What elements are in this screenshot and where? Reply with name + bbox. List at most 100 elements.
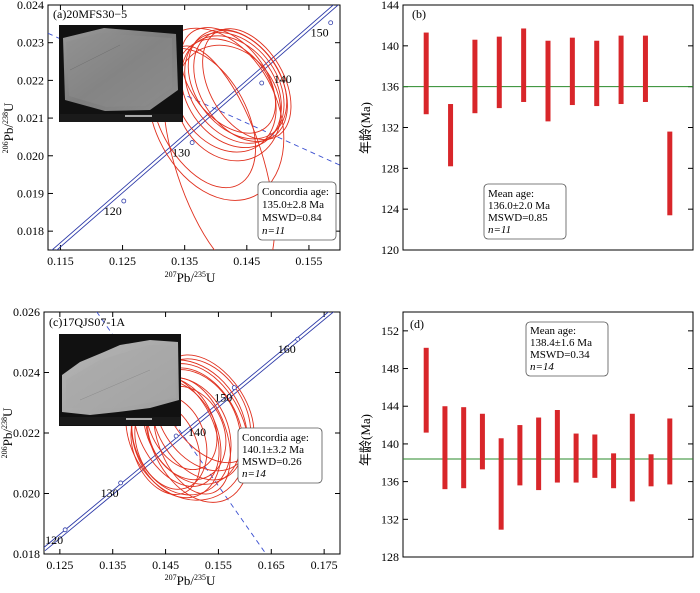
- x-tick-label: 0.125: [46, 558, 73, 572]
- panel-d-label: (d): [410, 317, 424, 331]
- error-ellipse: [184, 32, 285, 144]
- panel-c-annotation-line: MSWD=0.26: [242, 456, 302, 468]
- y-tick-label: 140: [381, 437, 399, 451]
- age-error-bar: [592, 434, 598, 478]
- age-marker: [259, 80, 265, 86]
- y-tick-label: 0.024: [17, 0, 44, 12]
- x-tick-label: 0.135: [99, 558, 126, 572]
- age-error-bar: [629, 413, 635, 502]
- age-error-bar: [611, 453, 617, 489]
- y-tick-label: 152: [381, 324, 399, 338]
- age-marker: [118, 480, 124, 486]
- panel-a-annotation-box: Concordia age: 135.0±2.8 Ma MSWD=0.84 n=…: [257, 181, 337, 241]
- age-error-bar: [545, 40, 551, 122]
- panel-c-annotation-line: 140.1±3.2 Ma: [242, 444, 304, 456]
- x-tick-label: 0.145: [152, 558, 179, 572]
- panel-d-annotation-box: Mean age: 138.4±1.6 Ma MSWD=0.34 n=14: [525, 321, 609, 377]
- xlabel-part: U: [206, 270, 216, 285]
- age-marker: [189, 140, 195, 145]
- x-tick-label: 0.115: [47, 254, 74, 268]
- error-ellipse: [193, 30, 288, 142]
- x-tick-label: 0.155: [205, 558, 232, 572]
- age-error-bar: [442, 406, 448, 490]
- panel-b-annotation-line: MSWD=0.85: [488, 212, 548, 224]
- age-error-bar: [642, 35, 648, 102]
- y-tick-label: 120: [381, 243, 399, 257]
- ylabel-sup: 206: [0, 446, 9, 458]
- age-marker: [173, 433, 179, 439]
- y-tick-label: 148: [381, 362, 399, 376]
- y-tick-label: 0.026: [13, 305, 40, 319]
- y-tick-label: 132: [381, 512, 399, 526]
- age-error-bar: [521, 28, 527, 102]
- clipped-plot: 120 130 140 150: [48, 5, 340, 250]
- y-tick-label: 0.020: [13, 487, 40, 501]
- age-error-bar: [517, 425, 523, 486]
- panel-c-xlabel: 207Pb/235U: [165, 573, 216, 588]
- age-error-bar: [496, 36, 502, 109]
- y-tick-label: 0.020: [17, 149, 44, 163]
- error-ellipse: [202, 28, 292, 141]
- ylabel-sup: 238: [1, 112, 10, 124]
- panel-d-annotation-line: 138.4±1.6 Ma: [530, 337, 592, 349]
- panel-d-annotation-line: Mean age:: [530, 325, 576, 337]
- age-marker: [121, 198, 127, 204]
- panel-a-plot-area: 120 130 140 150: [48, 5, 340, 250]
- panel-b-axes: 120 124 128 132 136 140 144: [381, 0, 693, 257]
- y-tick-label: 0.021: [17, 111, 44, 125]
- panel-d-ylabel: 年龄(Ma): [358, 414, 373, 466]
- panel-c: 0.125 0.135 0.145 0.155 0.165 0.175 0.018 0.020…: [0, 305, 341, 588]
- y-tick-label: 140: [381, 39, 399, 53]
- panel-b-label: (b): [412, 7, 426, 21]
- x-tick-label: 0.165: [258, 558, 285, 572]
- xlabel-part: Pb/: [177, 270, 195, 285]
- ylabel-part: U: [0, 407, 15, 417]
- age-marker-label: 130: [172, 146, 190, 160]
- age-error-bar: [536, 417, 542, 491]
- concordia-line-upper: [44, 312, 330, 548]
- error-ellipse: [175, 44, 282, 162]
- x-tick-label: 0.175: [311, 558, 338, 572]
- panel-b-ylabel: 年龄(Ma): [358, 102, 373, 154]
- panel-d-axes: 128 132 136 140 144 148 152: [381, 324, 693, 564]
- age-error-bar: [648, 454, 654, 487]
- panel-a-xlabel: 207Pb/235U: [165, 270, 216, 285]
- age-error-bar: [667, 418, 673, 485]
- age-marker-label: 150: [311, 26, 329, 40]
- panel-b-annotation-line: 136.0±2.0 Ma: [488, 200, 550, 212]
- error-ellipse: [180, 27, 276, 134]
- panel-a-annotation-line: Concordia age:: [262, 186, 329, 198]
- y-tick-label: 136: [381, 80, 399, 94]
- panel-b-annotation-line: Mean age:: [488, 188, 534, 200]
- age-error-bar: [594, 40, 600, 107]
- age-error-bar: [472, 39, 478, 114]
- panel-a-ylabel: 206Pb/238U: [1, 102, 16, 153]
- y-tick-label: 0.024: [13, 366, 40, 380]
- age-error-bar: [423, 347, 429, 433]
- y-tick-label: 0.022: [13, 426, 40, 440]
- xlabel-sup: 207: [165, 270, 177, 279]
- ylabel-sup: 206: [1, 141, 10, 153]
- age-marker-label: 140: [188, 425, 206, 439]
- age-marker-label: 140: [274, 72, 292, 86]
- panel-c-cl-image: [59, 334, 181, 426]
- panel-d: 128 132 136 140 144 148 152 (d) Mean age: 138.…: [358, 311, 694, 564]
- age-marker: [295, 336, 301, 342]
- age-marker-label: 130: [101, 486, 119, 500]
- y-tick-label: 0.018: [13, 547, 40, 561]
- y-tick-label: 136: [381, 475, 399, 489]
- panel-c-annotation-box: Concordia age: 140.1±3.2 Ma MSWD=0.26 n=…: [237, 427, 323, 484]
- concordia-line-lower: [44, 312, 335, 552]
- ylabel-sup: 238: [0, 417, 9, 429]
- age-marker: [231, 385, 237, 391]
- panel-c-axes: 0.125 0.135 0.145 0.155 0.165 0.175 0.018 0.020…: [13, 305, 340, 572]
- age-marker-label: 150: [214, 391, 232, 405]
- panel-a: 0.115 0.125 0.135 0.145 0.155 0.018 0.019 0.020…: [1, 0, 341, 285]
- error-ellipse: [180, 35, 282, 149]
- y-tick-label: 132: [381, 121, 399, 135]
- age-marker: [62, 527, 68, 533]
- panel-b-annotation-line: n=11: [488, 224, 511, 236]
- age-error-bar: [461, 407, 467, 489]
- age-error-bar: [554, 410, 560, 483]
